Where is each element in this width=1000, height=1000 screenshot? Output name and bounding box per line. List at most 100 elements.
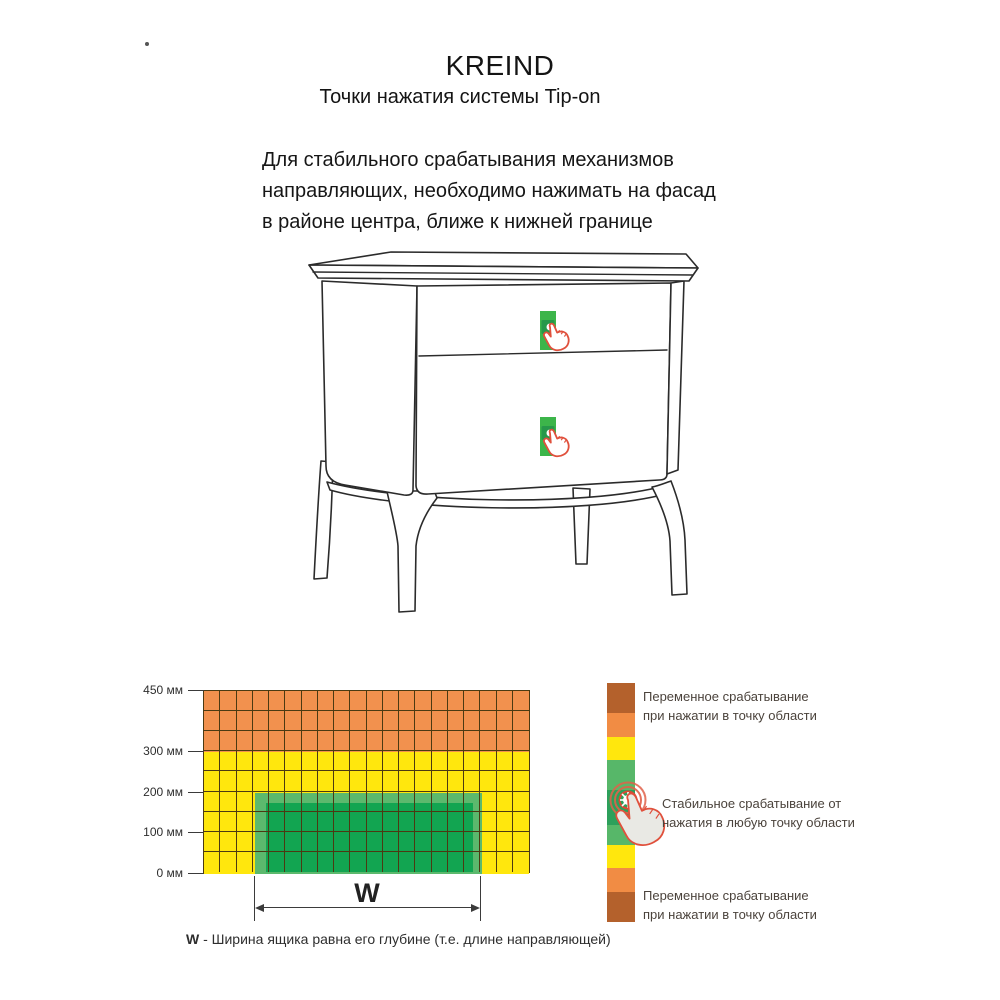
grid-cell [285, 731, 302, 752]
grid-cell [317, 691, 334, 712]
grid-cell [252, 711, 269, 732]
grid-cell [480, 771, 497, 792]
axis-tick-label: 0 мм [156, 866, 183, 880]
grid-cell [447, 831, 464, 852]
grid-cell [236, 731, 253, 752]
grid-cell [220, 851, 237, 872]
grid-cell [512, 812, 529, 832]
grid-cell [285, 751, 302, 772]
axis-tick-label: 450 мм [143, 683, 183, 697]
axis-tick-line [188, 832, 204, 833]
grid-cell [301, 751, 318, 772]
legend-color-segment [607, 892, 635, 922]
grid-cell [366, 711, 383, 732]
grid-cell [220, 791, 237, 812]
intro-paragraph: Для стабильного срабатывания механизмов … [262, 145, 716, 238]
page-subtitle: Точки нажатия системы Tip-on [319, 86, 601, 108]
grid-cell [382, 751, 399, 772]
grid-cell [204, 691, 221, 712]
grid-cell [464, 731, 481, 752]
grid-cell [399, 811, 416, 832]
grid-cell [399, 731, 416, 752]
grid-cell [220, 691, 237, 712]
grid-cell [366, 811, 383, 832]
axis-tick-line [188, 751, 204, 752]
footnote-text: - Ширина ящика равна его глубине (т.е. д… [199, 931, 611, 947]
grid-cell [334, 791, 351, 812]
grid-cell [399, 771, 416, 792]
axis-tick-line [188, 690, 204, 691]
grid-cell [496, 831, 513, 852]
grid-cell [415, 771, 432, 792]
grid-cell [318, 851, 334, 872]
grid-cell [334, 751, 351, 772]
grid-cell [464, 711, 481, 732]
grid-cell [512, 691, 529, 712]
grid-cell [480, 711, 497, 732]
grid-cell [269, 691, 286, 712]
grid-cell [383, 851, 399, 872]
grid-cell [269, 811, 286, 832]
grid-cell [334, 811, 351, 832]
grid-cell [431, 711, 448, 732]
footnote-w: W [186, 931, 200, 947]
grid-cell [512, 731, 529, 752]
grid-cell [285, 771, 302, 792]
grid-cell [382, 791, 399, 812]
grid-cell [301, 691, 318, 712]
grid-cell [447, 691, 464, 712]
corner-dot [145, 42, 149, 46]
grid-cell [350, 731, 367, 752]
legend-item-variable-top: Переменное срабатывание при нажатии в то… [643, 689, 817, 723]
grid-cell [480, 811, 497, 832]
grid-cell [334, 831, 351, 852]
grid-cell [317, 731, 334, 752]
intro-line: направляющих, необходимо нажимать на фас… [262, 180, 716, 202]
grid-cell [285, 711, 302, 732]
grid-cell [512, 832, 529, 852]
grid-cell [204, 711, 221, 732]
grid-cell [480, 691, 497, 712]
grid-cell [302, 851, 318, 872]
grid-cell [350, 851, 367, 872]
w-extension-line-left [254, 876, 255, 921]
grid-cell [269, 791, 286, 812]
grid-cell [236, 831, 253, 852]
grid-cell [480, 831, 497, 852]
pressure-zone-grid [203, 690, 530, 874]
press-point-marker-top [540, 311, 570, 351]
drawer-divider [419, 350, 667, 356]
brand-title: KREIND [445, 50, 555, 81]
grid-cell [496, 751, 513, 772]
grid-cell [415, 831, 432, 852]
grid-cell [237, 851, 253, 872]
grid-cell [350, 691, 367, 712]
grid-cell [236, 791, 253, 812]
legend-color-segment [607, 683, 635, 713]
axis-tick-label: 100 мм [143, 825, 183, 839]
height-axis: 450 мм 300 мм 200 мм 100 мм 0 мм [131, 683, 206, 880]
grid-cell [448, 851, 464, 872]
grid-cell [269, 731, 286, 752]
grid-cell [415, 751, 432, 772]
grid-cell [382, 691, 399, 712]
grid-cell [447, 711, 464, 732]
grid-cell [496, 731, 513, 752]
stable-press-icon [609, 781, 666, 847]
grid-cell [317, 831, 334, 852]
grid-cell [496, 711, 513, 732]
grid-cell [464, 831, 481, 852]
grid-cell [382, 811, 399, 832]
side-panel-left [322, 281, 417, 495]
grid-cell [252, 751, 269, 772]
grid-cell [447, 791, 464, 812]
w-label: W [354, 878, 380, 908]
legend-item-stable: Стабильное срабатывание от нажатия в люб… [662, 796, 855, 830]
grid-cell [317, 751, 334, 772]
grid-cell [366, 791, 383, 812]
grid-cell [464, 771, 481, 792]
intro-line: в районе центра, ближе к нижней границе [262, 211, 653, 233]
grid-cell [464, 691, 481, 712]
grid-cell [431, 731, 448, 752]
grid-cell [301, 771, 318, 792]
